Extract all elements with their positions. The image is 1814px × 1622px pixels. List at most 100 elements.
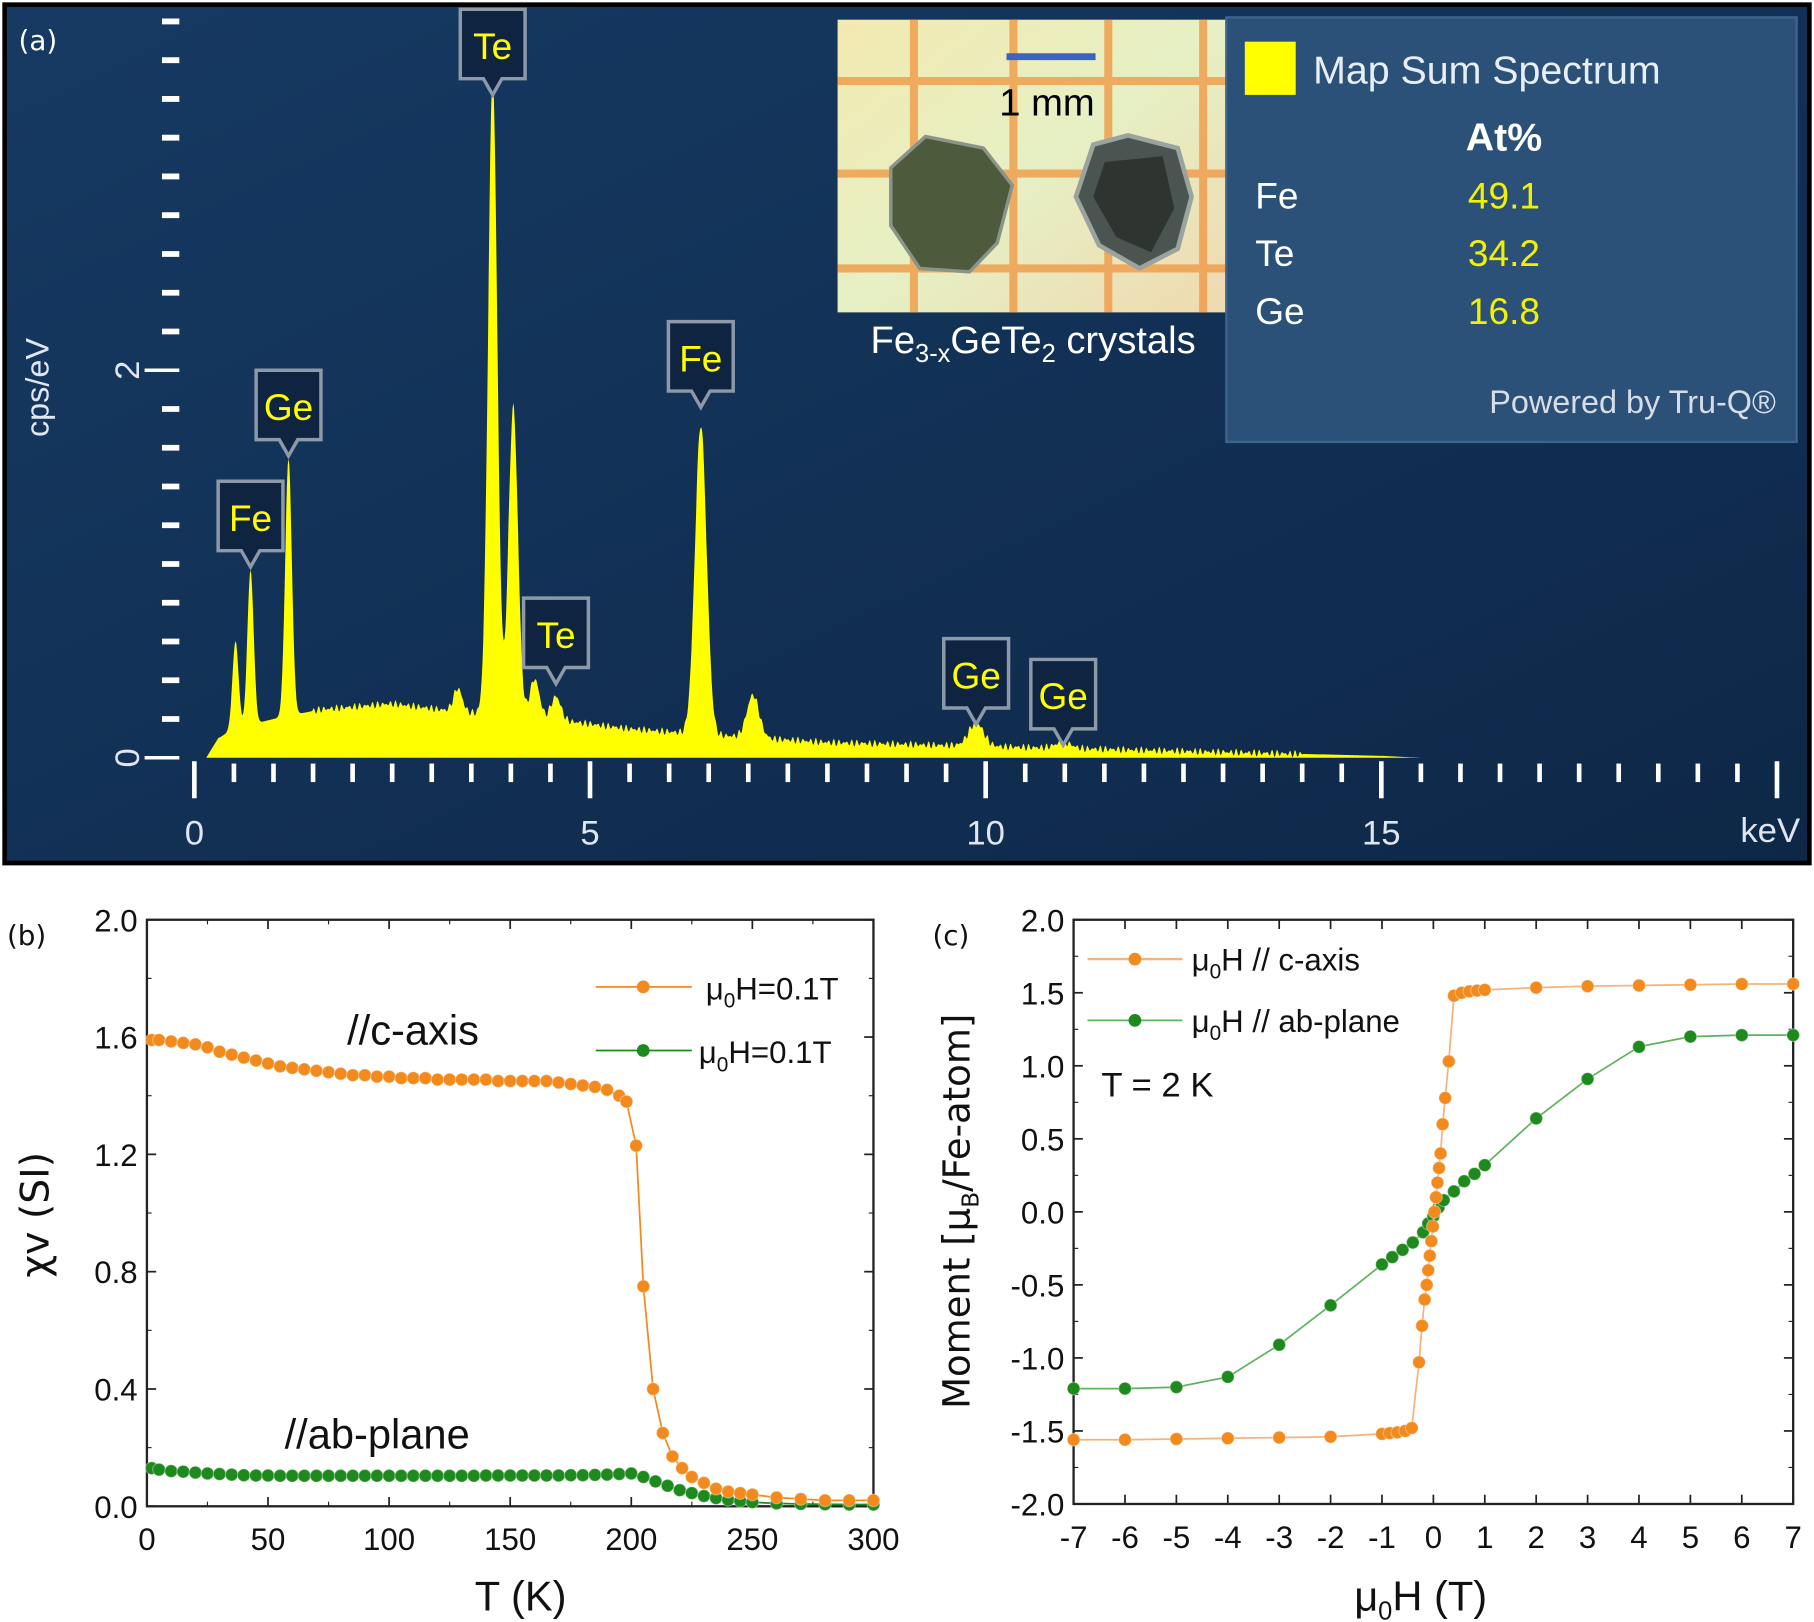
ab-plane-series-point bbox=[600, 1467, 614, 1482]
c-axis-series-point bbox=[1220, 1431, 1235, 1446]
ab-plane-series-point bbox=[1786, 1028, 1801, 1043]
susceptibility-x-tick-label: 150 bbox=[484, 1522, 536, 1557]
magnetization-x-tick-label: -4 bbox=[1214, 1520, 1242, 1555]
eds-peak-label-box bbox=[942, 636, 1011, 728]
c-axis-series-point bbox=[1169, 1432, 1184, 1446]
c-axis-series-point bbox=[665, 1449, 680, 1464]
c-axis-series-point bbox=[188, 1037, 203, 1052]
c-axis-series-point bbox=[646, 1382, 661, 1396]
c-axis-series-point bbox=[261, 1056, 275, 1071]
c-axis-series-point bbox=[200, 1040, 215, 1055]
ab-plane-series-point bbox=[430, 1468, 445, 1483]
ab-plane-series-point bbox=[624, 1466, 639, 1481]
ab-plane-series-point bbox=[551, 1468, 566, 1483]
eds-peak-label-text: Te bbox=[536, 614, 575, 656]
results-row: Fe 49.1 bbox=[1255, 174, 1540, 216]
ab-plane-series-point bbox=[684, 1486, 699, 1501]
c-axis-series-point bbox=[454, 1072, 469, 1087]
susceptibility-data bbox=[144, 1033, 881, 1512]
ab-plane-series-point bbox=[539, 1468, 554, 1483]
c-axis-series-point bbox=[1529, 980, 1544, 995]
results-panel: Map Sum Spectrum At% Fe 49.1 Te 34.2 Ge … bbox=[1225, 16, 1798, 444]
ab-plane-series-point bbox=[236, 1468, 251, 1483]
c-axis-series-point bbox=[152, 1033, 166, 1047]
c-axis-series-point bbox=[636, 1279, 651, 1294]
c-axis-series-point bbox=[176, 1035, 191, 1050]
magnetization-x-tick-label: 1 bbox=[1476, 1520, 1493, 1555]
ab-plane-series-point bbox=[418, 1468, 433, 1483]
eds-x-tick-label: 5 bbox=[580, 815, 599, 853]
c-axis-series-point bbox=[406, 1071, 421, 1086]
ab-plane-series-point bbox=[454, 1468, 469, 1483]
susceptibility-y-tick-label: 0.0 bbox=[94, 1490, 137, 1525]
magnetization-panel: (c) -7 -6 -5 -4 -3 -2 -1 0 1 2 3 4 5 6 7 -2.0 -1.5 -1.0 -0… bbox=[932, 903, 1801, 1622]
c-axis-series-point bbox=[345, 1068, 360, 1083]
c-axis-series-point bbox=[696, 1475, 711, 1490]
ab-plane-series-point bbox=[152, 1462, 166, 1477]
c-axis-series-point bbox=[1433, 1146, 1448, 1161]
powered-by-text: Powered by Tru-Q® bbox=[1489, 384, 1776, 420]
eds-peak-label-text: Ge bbox=[264, 386, 313, 428]
temperature-annotation: T = 2 K bbox=[1101, 1067, 1213, 1105]
c-axis-series-point bbox=[1415, 1318, 1430, 1333]
legend-marker-green bbox=[1128, 1014, 1142, 1027]
c-axis-series-point bbox=[1683, 977, 1698, 992]
annotation-ab-plane: //ab-plane bbox=[285, 1410, 470, 1457]
eds-x-tick-label: 15 bbox=[1362, 815, 1401, 853]
ab-plane-series-point bbox=[648, 1474, 663, 1489]
c-axis-series-point bbox=[1424, 1234, 1439, 1249]
susceptibility-x-tick-label: 200 bbox=[605, 1522, 657, 1557]
ab-plane-series-point bbox=[248, 1468, 263, 1483]
ab-plane-series-point bbox=[200, 1466, 215, 1481]
c-axis-series-point bbox=[503, 1074, 518, 1088]
ab-plane-series-point bbox=[382, 1468, 397, 1483]
magnetization-data bbox=[1066, 977, 1801, 1447]
element-te: Te bbox=[1255, 232, 1294, 274]
ab-plane-series-point bbox=[1169, 1380, 1184, 1395]
eds-peak-label-te: Te bbox=[521, 596, 591, 688]
c-axis-series-point bbox=[1404, 1421, 1419, 1435]
ab-plane-series-point bbox=[188, 1465, 203, 1480]
c-axis-series-point bbox=[563, 1077, 578, 1091]
c-axis-series-point bbox=[164, 1034, 179, 1049]
susceptibility-y-tick-label: 0.4 bbox=[94, 1373, 137, 1408]
ab-plane-series-point bbox=[1405, 1235, 1420, 1250]
value-fe: 49.1 bbox=[1468, 174, 1540, 216]
ab-plane-series-point bbox=[1323, 1298, 1338, 1313]
crystal-photo: 1 mm bbox=[837, 19, 1228, 313]
susceptibility-x-tick-label: 250 bbox=[726, 1522, 778, 1557]
c-axis-series-point bbox=[357, 1068, 372, 1083]
eds-y-tick-label: 0 bbox=[109, 748, 147, 767]
ab-plane-series-point bbox=[321, 1468, 336, 1483]
ab-plane-series-point bbox=[212, 1467, 227, 1481]
eds-peak-label-text: Ge bbox=[1039, 675, 1088, 717]
magnetization-y-tick-label: -1.5 bbox=[1011, 1415, 1065, 1450]
c-axis-series-point bbox=[1425, 1219, 1440, 1234]
c-axis-series-point bbox=[1422, 1248, 1437, 1263]
c-axis-series-point bbox=[1272, 1430, 1287, 1445]
magnetization-y-tick-label: 1.0 bbox=[1021, 1049, 1064, 1084]
ab-plane-series-point bbox=[1477, 1158, 1492, 1173]
ab-plane-series-point bbox=[1272, 1337, 1287, 1352]
ab-plane-series-point bbox=[333, 1468, 348, 1483]
ab-plane-series-point bbox=[527, 1468, 542, 1483]
eds-peak-label-text: Fe bbox=[229, 497, 272, 539]
c-axis-series-point bbox=[675, 1461, 690, 1476]
eds-peak-label-te: Te bbox=[458, 7, 527, 99]
c-axis-series-point bbox=[333, 1066, 348, 1081]
c-axis-series-point bbox=[273, 1059, 288, 1074]
c-axis-series-point bbox=[1734, 977, 1749, 991]
eds-y-tick-label: 2 bbox=[109, 361, 147, 380]
ab-plane-series-point bbox=[1734, 1028, 1749, 1043]
c-axis-series-point bbox=[1429, 1190, 1443, 1205]
c-axis-series-point bbox=[793, 1492, 808, 1506]
ab-plane-series-point bbox=[1683, 1029, 1698, 1044]
c-axis-series-point bbox=[1430, 1175, 1445, 1190]
c-axis-series-point bbox=[491, 1074, 506, 1088]
ab-plane-series-point bbox=[612, 1467, 627, 1481]
c-axis-series-point bbox=[1632, 978, 1646, 993]
magnetization-y-tick-label: 2.0 bbox=[1021, 903, 1064, 938]
legend-c: μ0H // c-axis μ0H // ab-plane bbox=[1087, 943, 1400, 1045]
magnetization-x-tick-label: -1 bbox=[1368, 1520, 1396, 1555]
